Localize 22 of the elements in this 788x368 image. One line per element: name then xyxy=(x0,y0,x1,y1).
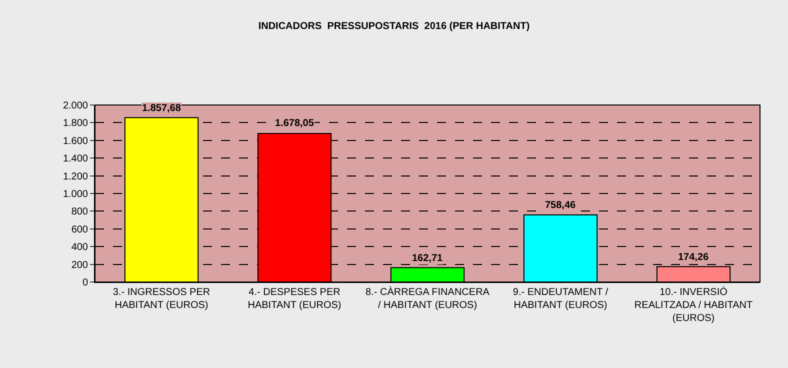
x-tick-label: 3.- INGRESSOS PER HABITANT (EUROS) xyxy=(112,287,210,311)
data-label: 162,71 xyxy=(412,253,444,264)
y-tick-label: 1.600 xyxy=(62,136,88,147)
y-tick-label: 200 xyxy=(71,260,88,271)
y-tick-label: 600 xyxy=(71,224,88,236)
y-tick-label: 1.200 xyxy=(62,171,88,182)
x-tick-label: 10.- INVERSIÓ REALITZADA / HABITANT (EUROS) xyxy=(634,286,753,324)
y-tick-label: 1.000 xyxy=(62,189,88,200)
y-tick-label: 800 xyxy=(71,206,88,218)
y-tick-label: 1.400 xyxy=(62,154,88,165)
data-label: 174,26 xyxy=(678,252,710,263)
data-label: 1.857,68 xyxy=(142,103,182,114)
data-label: 758,46 xyxy=(545,200,576,211)
x-tick-label: 8.- CÀRREGA FINANCERA / HABITANT (EUROS) xyxy=(366,286,490,311)
x-tick-label: 9.- ENDEUTAMENT / HABITANT (EUROS) xyxy=(512,287,608,311)
y-tick-label: 1.800 xyxy=(62,118,88,130)
y-tick-label: 0 xyxy=(82,278,88,288)
y-tick-label: 400 xyxy=(71,242,88,254)
data-label: 1.678,05 xyxy=(275,118,314,129)
chart-title: INDICADORS PRESSUPOSTARIS 2016 (PER HABITANT) xyxy=(258,21,530,32)
x-tick-label: 4.- DESPESES PER HABITANT (EUROS) xyxy=(248,287,342,311)
y-tick-label: 2.000 xyxy=(62,100,88,112)
